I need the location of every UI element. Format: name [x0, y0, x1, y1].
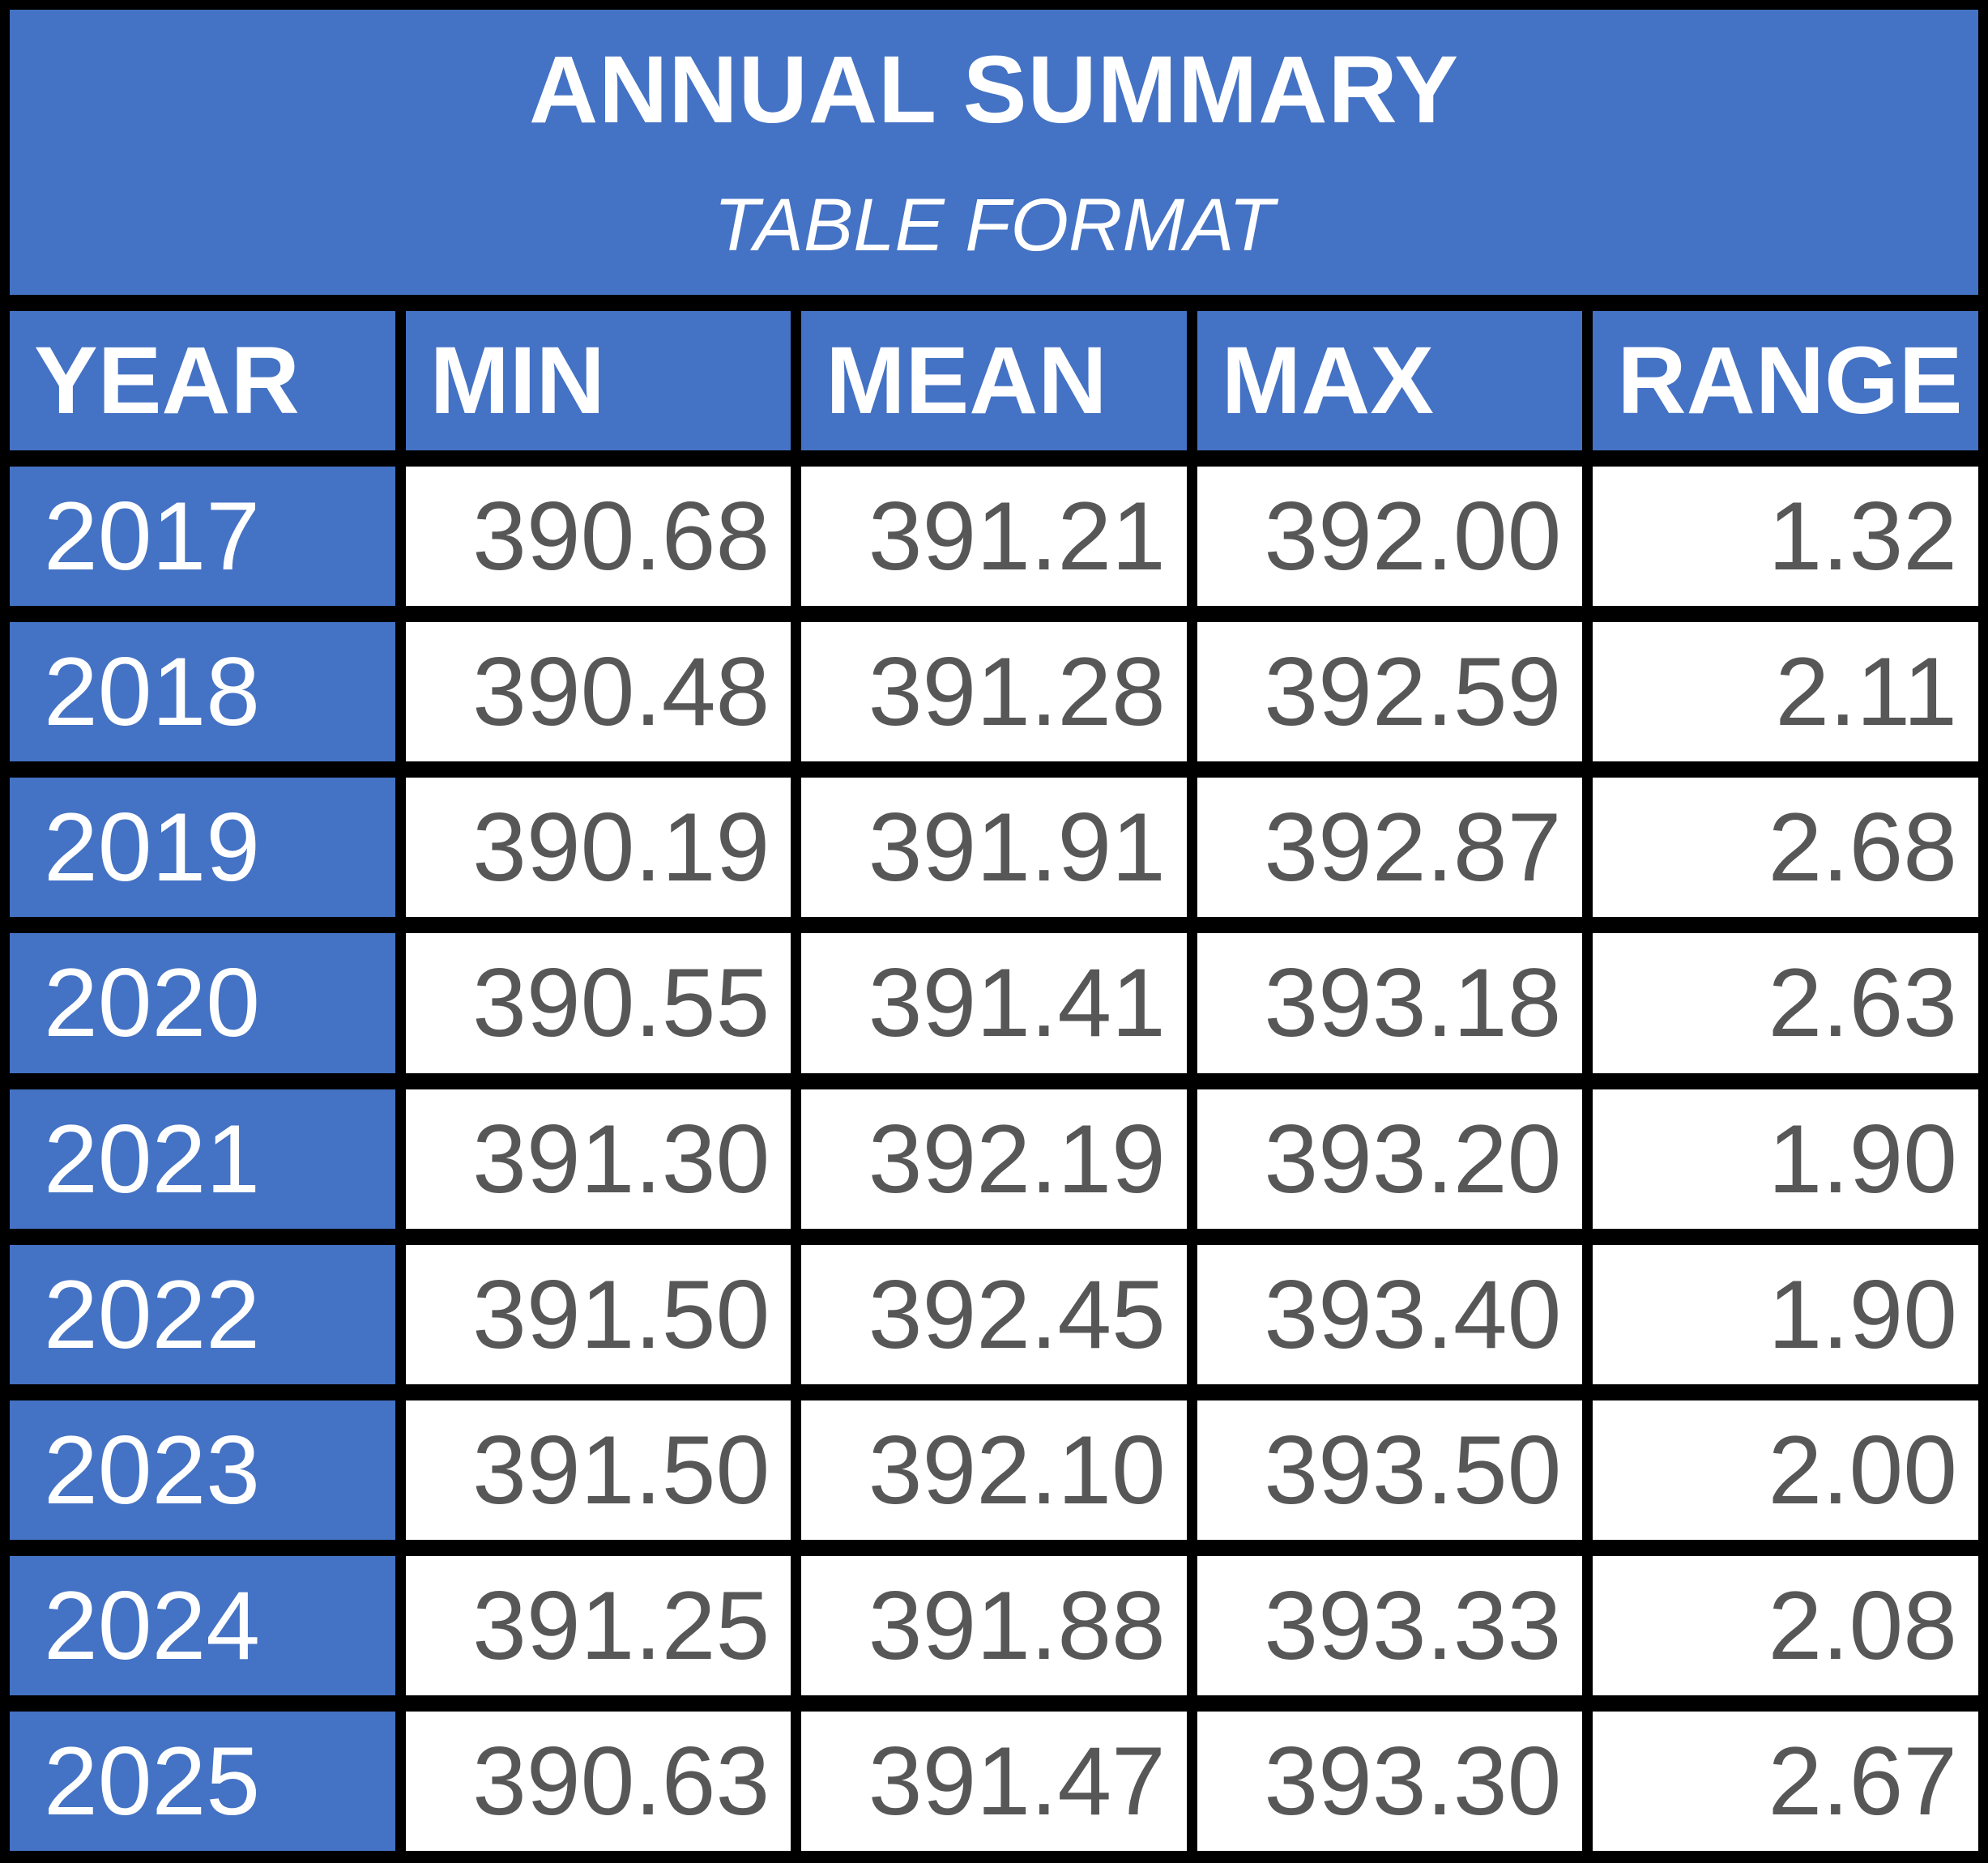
min-cell: 390.68 — [405, 467, 791, 607]
min-cell: 391.50 — [405, 1244, 791, 1384]
column-header-year: YEAR — [10, 311, 395, 451]
range-cell: 2.68 — [1593, 778, 1978, 918]
mean-cell: 391.91 — [801, 778, 1187, 918]
min-cell: 390.63 — [405, 1711, 791, 1851]
year-cell: 2020 — [10, 933, 395, 1073]
mean-cell: 391.28 — [801, 622, 1187, 762]
max-cell: 393.30 — [1197, 1711, 1583, 1851]
mean-cell: 391.88 — [801, 1555, 1187, 1695]
range-cell: 2.08 — [1593, 1555, 1978, 1695]
range-cell: 2.11 — [1593, 622, 1978, 762]
range-cell: 2.67 — [1593, 1711, 1978, 1851]
max-cell: 393.33 — [1197, 1555, 1583, 1695]
mean-cell: 391.47 — [801, 1711, 1187, 1851]
min-cell: 390.19 — [405, 778, 791, 918]
column-header-mean: MEAN — [801, 311, 1187, 451]
year-cell: 2017 — [10, 467, 395, 607]
max-cell: 393.50 — [1197, 1400, 1583, 1540]
column-header-max: MAX — [1197, 311, 1583, 451]
year-cell: 2018 — [10, 622, 395, 762]
year-cell: 2023 — [10, 1400, 395, 1540]
range-cell: 2.00 — [1593, 1400, 1978, 1540]
max-cell: 392.00 — [1197, 467, 1583, 607]
min-cell: 391.25 — [405, 1555, 791, 1695]
column-header-range: RANGE — [1593, 311, 1978, 451]
max-cell: 393.20 — [1197, 1089, 1583, 1229]
min-cell: 390.55 — [405, 933, 791, 1073]
min-cell: 391.30 — [405, 1089, 791, 1229]
year-cell: 2025 — [10, 1711, 395, 1851]
max-cell: 392.59 — [1197, 622, 1583, 762]
year-cell: 2022 — [10, 1244, 395, 1384]
max-cell: 393.18 — [1197, 933, 1583, 1073]
mean-cell: 391.21 — [801, 467, 1187, 607]
year-cell: 2021 — [10, 1089, 395, 1229]
range-cell: 1.90 — [1593, 1089, 1978, 1229]
table-title: ANNUAL SUMMARY — [528, 36, 1460, 143]
mean-cell: 391.41 — [801, 933, 1187, 1073]
year-cell: 2024 — [10, 1555, 395, 1695]
range-cell: 2.63 — [1593, 933, 1978, 1073]
range-cell: 1.32 — [1593, 467, 1978, 607]
min-cell: 390.48 — [405, 622, 791, 762]
max-cell: 392.87 — [1197, 778, 1583, 918]
column-header-min: MIN — [405, 311, 791, 451]
mean-cell: 392.19 — [801, 1089, 1187, 1229]
summary-table: YEAR MIN MEAN MAX RANGE 2017 390.68 391.… — [10, 311, 1978, 1851]
mean-cell: 392.45 — [801, 1244, 1187, 1384]
min-cell: 391.50 — [405, 1400, 791, 1540]
year-cell: 2019 — [10, 778, 395, 918]
mean-cell: 392.10 — [801, 1400, 1187, 1540]
max-cell: 393.40 — [1197, 1244, 1583, 1384]
range-cell: 1.90 — [1593, 1244, 1978, 1384]
table-subtitle: TABLE FORMAT — [714, 184, 1274, 266]
table-title-block: ANNUAL SUMMARY TABLE FORMAT — [10, 10, 1978, 295]
